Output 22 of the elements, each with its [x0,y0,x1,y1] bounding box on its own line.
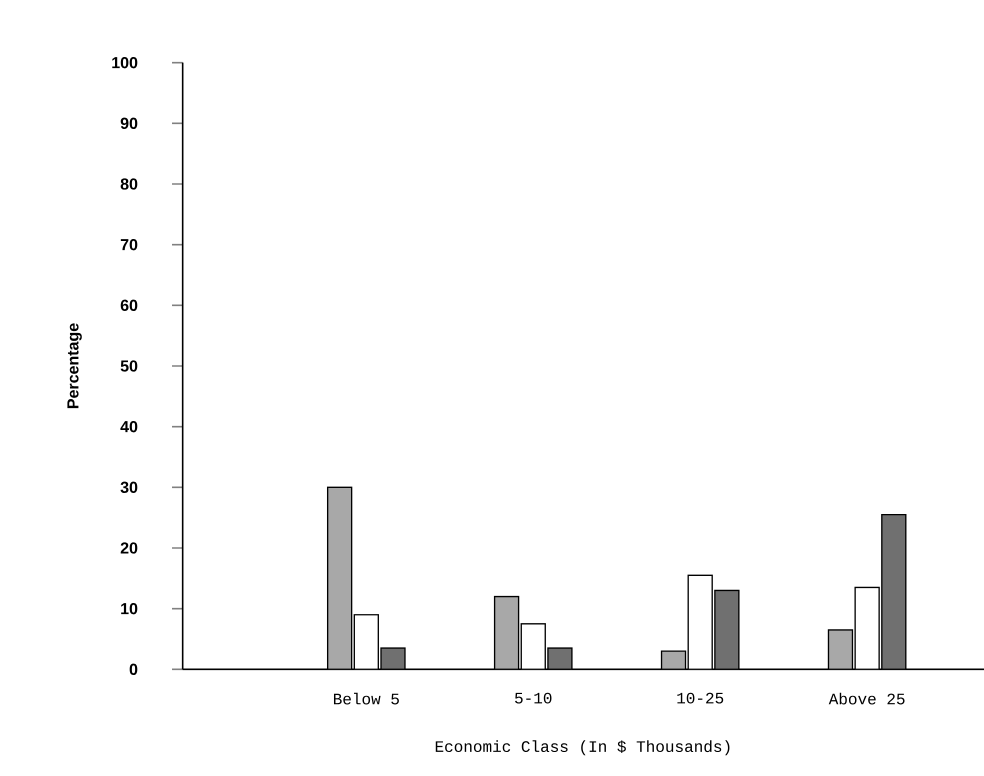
y-axis-title: Percentage [67,323,82,408]
x-tick-label: Below 5 [334,692,399,704]
y-tick-label: 20 [120,542,138,554]
bar [714,590,740,670]
y-tick-label: 70 [120,239,138,250]
y-tick-label: 50 [120,360,138,372]
x-axis-title: Economic Class (In $ Thousands) [436,740,730,756]
y-tick-label: 30 [120,482,138,494]
x-tick-label: 5-10 [515,692,552,704]
y-tick-label: 90 [120,118,138,129]
y-tick-label: 40 [120,421,138,432]
y-tick-label: 100 [112,57,138,68]
bar [326,486,352,670]
bar [828,629,854,670]
y-tick-label: 10 [121,603,138,614]
y-tick-label: 0 [130,664,138,675]
y-tick-label: 60 [120,300,138,311]
x-tick-label: Above 25 [828,692,905,704]
bar [881,514,906,670]
x-tick-label: 10-25 [677,692,724,704]
y-tick-label: 80 [120,178,138,190]
bar [494,596,520,670]
